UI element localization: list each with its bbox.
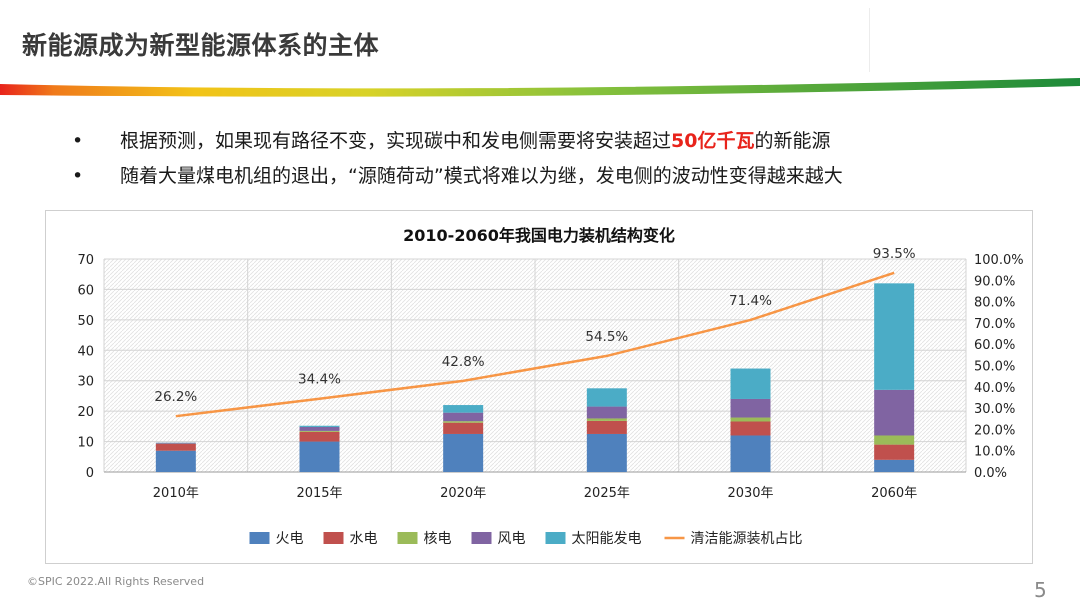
x-axis-tick: 2015年 [296,486,342,501]
bullet-text-before: 根据预测，如果现有路径不变，实现碳中和发电侧需要将安装超过 [120,130,672,152]
bar-segment [299,426,340,431]
y-axis-right-tick: 50.0% [974,360,1015,375]
line-series-clean-energy [175,271,895,418]
page-number: 5 [1034,578,1047,602]
y-axis-right-tick: 100.0% [974,253,1024,268]
bar-segment [155,442,196,444]
bullet-marker: • [72,165,84,187]
bar-segment [443,412,484,422]
page-title: 新能源成为新型能源体系的主体 [22,31,380,60]
bar-segment [874,444,915,460]
y-axis-left-tick: 10 [77,436,94,451]
chart-title: 2010-2060年我国电力装机结构变化 [403,226,675,245]
x-axis-tick: 2060年 [871,486,917,501]
line-data-label: 71.4% [729,293,772,309]
copyright-text: ©SPIC 2022.All Rights Reserved [27,575,205,588]
bar-segment [299,425,340,427]
bar-segment [443,421,484,423]
legend-swatch [397,532,418,544]
bar-segment [299,430,340,432]
legend-label: 火电 [276,531,304,547]
y-axis-right-tick: 10.0% [974,445,1015,460]
y-axis-right-tick: 60.0% [974,338,1015,353]
x-axis-tick: 2030年 [727,486,773,501]
y-axis-right-tick: 40.0% [974,381,1015,396]
legend-swatch [249,532,270,544]
line-data-label: 26.2% [154,389,197,405]
y-axis-left-tick: 40 [77,344,94,359]
y-axis-right-tick: 90.0% [974,274,1015,289]
bar-segment [586,418,627,421]
legend-label: 核电 [424,531,452,547]
line-data-label: 34.4% [298,372,341,388]
y-axis-left-tick: 0 [86,466,94,481]
bar-segment [586,433,627,472]
x-axis-tick: 2020年 [440,486,486,501]
bar-segment [730,421,771,436]
line-data-label: 42.8% [442,354,485,370]
y-axis-left-tick: 20 [77,405,94,420]
bar-segment [299,441,340,472]
bullet-text-after: 的新能源 [754,130,831,152]
legend-label: 水电 [350,531,378,547]
y-axis-left-tick: 50 [77,314,94,329]
y-axis-right-tick: 20.0% [974,423,1015,438]
bullet-text-before: 随着大量煤电机组的退出，“源随荷动”模式将难以为继，发电侧的波动性变得越来越大 [120,165,843,187]
stacked-bar-line-chart: 2010-2060年我国电力装机结构变化 0 10 20 30 40 50 60 70 0.0%… [77,226,1024,547]
x-axis-tick: 2010年 [153,486,199,501]
line-data-label: 54.5% [585,329,628,345]
bullet-highlight: 50亿千瓦 [671,130,755,152]
bullet-item: • 根据预测，如果现有路径不变，实现碳中和发电侧需要将安装超过50亿千瓦的新能源 [72,124,843,159]
line-data-label: 93.5% [873,246,916,262]
bar-segment [586,388,627,407]
y-axis-left-tick: 30 [77,375,94,390]
legend-swatch [545,532,566,544]
bullet-marker: • [72,130,84,152]
legend-swatch [323,532,344,544]
bar-segment [586,420,627,434]
bullet-item: • 随着大量煤电机组的退出，“源随荷动”模式将难以为继，发电侧的波动性变得越来越… [72,159,843,194]
y-axis-right-tick: 30.0% [974,402,1015,417]
y-axis-right-tick: 80.0% [974,296,1015,311]
chart-container: 2010-2060年我国电力装机结构变化 0 10 20 30 40 50 60 70 0.0%… [45,210,1033,564]
bullet-list: • 根据预测，如果现有路径不变，实现碳中和发电侧需要将安装超过50亿千瓦的新能源… [72,124,843,194]
y-axis-left-tick: 60 [77,283,94,298]
y-axis-right-tick: 70.0% [974,317,1015,332]
y-axis-right-tick: 0.0% [974,466,1007,481]
bar-segment [443,422,484,434]
bar-segment [874,389,915,436]
bar-segment [586,406,627,419]
bar-segment [730,398,771,418]
legend-label: 清洁能源装机占比 [691,531,803,547]
bar-segment [443,405,484,413]
legend-swatch [471,532,492,544]
bar-segment [155,444,196,451]
y-axis-left-tick: 70 [77,253,94,268]
x-axis-tick: 2025年 [584,486,630,501]
legend-label: 风电 [498,531,526,547]
bar-segment [443,433,484,472]
bar-segment [730,368,771,399]
bar-segment [155,450,196,472]
bar-segment [874,459,915,472]
header-divider [869,8,870,72]
bar-segment [299,431,340,442]
bar-segment [730,417,771,422]
legend-label: 太阳能发电 [572,531,642,547]
bar-segment [874,435,915,445]
bar-segment [730,435,771,472]
header-stripe [0,78,1080,97]
bar-segment [874,283,915,390]
